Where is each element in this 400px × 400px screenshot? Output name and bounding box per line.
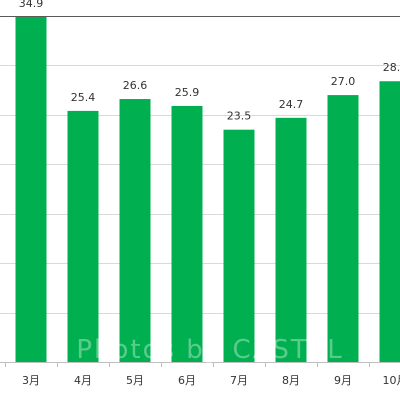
data-label: 26.6 (123, 79, 148, 92)
bars (15, 16, 400, 363)
data-labels: 34.9 25.4 26.6 25.9 23.5 24.7 27.0 28.4 (19, 0, 400, 123)
x-tick-label: 6月 (178, 374, 196, 387)
x-tick-label: 7月 (230, 374, 248, 387)
data-label: 25.9 (175, 86, 200, 99)
x-tick-label: 5月 (126, 374, 144, 387)
bar-10月 (379, 81, 400, 362)
x-axis-tick-labels: 3月 4月 5月 6月 7月 8月 9月 10月 (5, 362, 400, 387)
watermark-text: Photos by CASTEL (76, 335, 343, 365)
x-tick-label: 9月 (334, 374, 352, 387)
x-tick-label: 4月 (74, 374, 92, 387)
bar-6月 (171, 105, 203, 363)
bar-8月 (275, 117, 307, 362)
bar-7月 (223, 129, 255, 362)
bar-5月 (119, 99, 151, 362)
data-label: 23.5 (227, 110, 252, 123)
bar-3月 (15, 16, 47, 362)
bar-4月 (67, 110, 99, 362)
x-tick-label: 10月 (383, 374, 400, 387)
x-tick-label: 3月 (22, 374, 40, 387)
bar-9月 (327, 95, 359, 362)
data-label: 27.0 (331, 75, 356, 88)
x-tick-label: 8月 (282, 374, 300, 387)
data-label: 24.7 (279, 98, 304, 111)
data-label: 34.9 (19, 0, 44, 10)
data-label: 25.4 (71, 91, 96, 104)
data-label: 28.4 (383, 61, 400, 74)
